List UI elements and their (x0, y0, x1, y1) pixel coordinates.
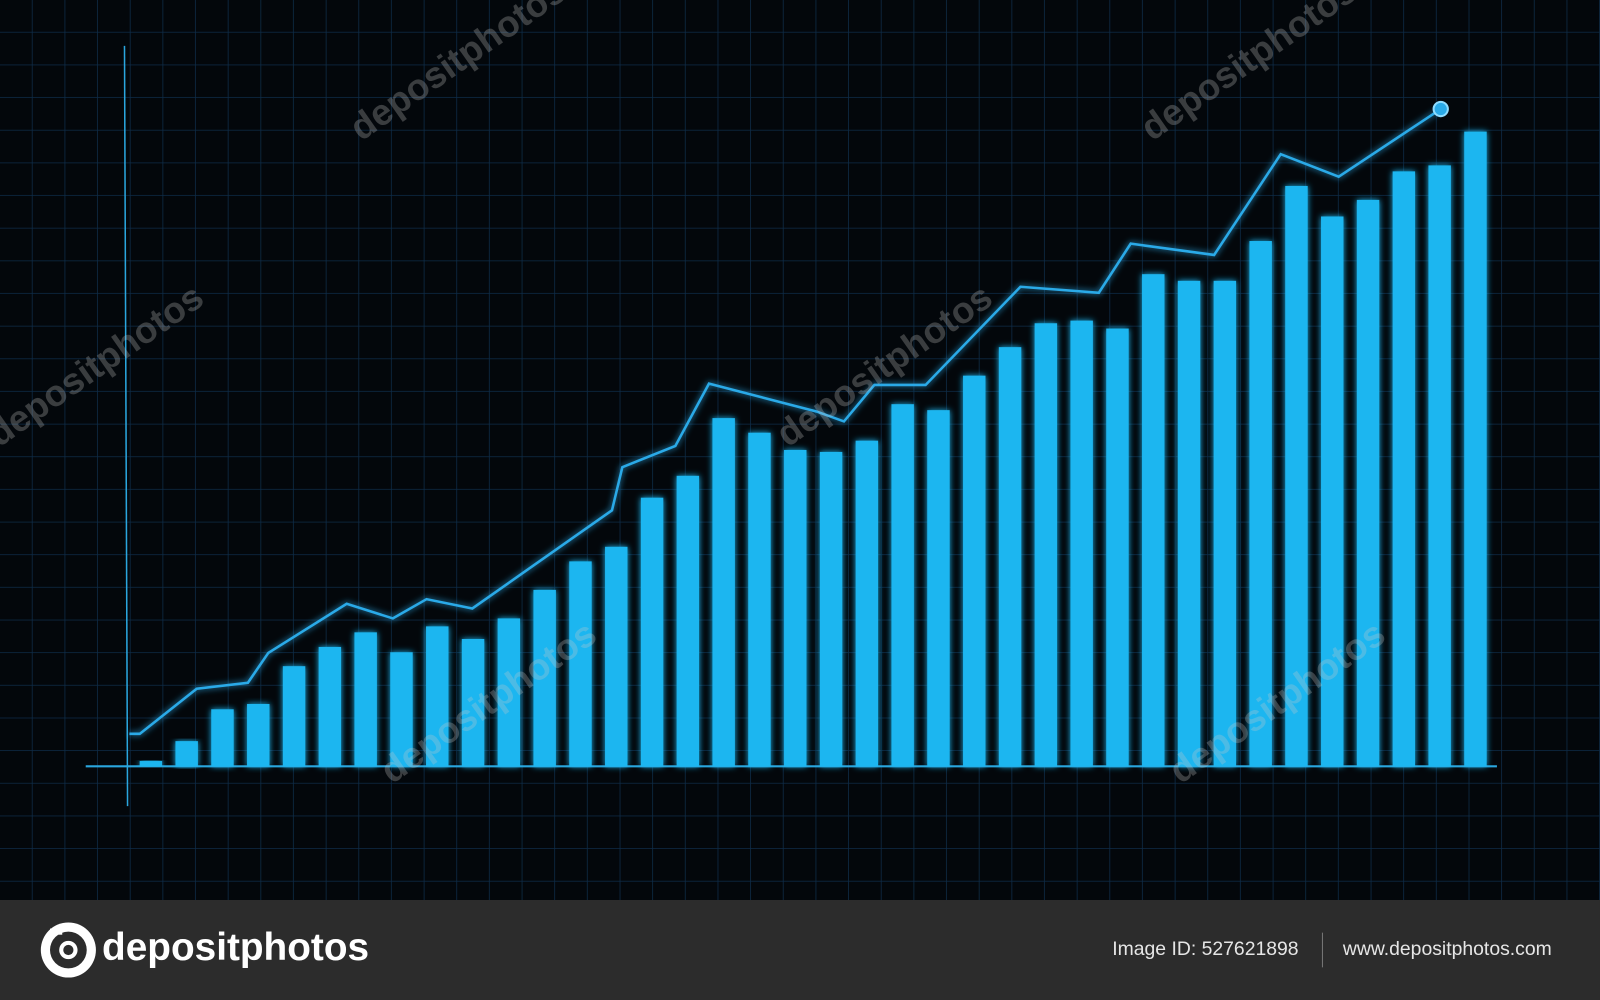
bar (1177, 280, 1201, 767)
y-axis-line (123, 45, 129, 807)
bar (318, 646, 342, 767)
bar (712, 418, 735, 767)
bar (175, 741, 198, 767)
bar (855, 440, 879, 767)
bar (998, 347, 1022, 767)
bar (139, 761, 163, 767)
image-id: Image ID: 527621898 (1112, 938, 1298, 960)
bar (354, 632, 377, 767)
line (129, 107, 1442, 736)
bar (1428, 165, 1451, 767)
bar (963, 375, 986, 767)
bar (1070, 320, 1093, 767)
bar (784, 449, 807, 767)
bar (1213, 280, 1237, 767)
bar (1249, 241, 1272, 767)
bar (1106, 328, 1129, 767)
site-url: www.depositphotos.com (1342, 938, 1552, 960)
bar (1356, 199, 1380, 767)
bar (1321, 216, 1344, 767)
bar (569, 561, 592, 767)
bar (748, 432, 771, 767)
line-end-marker (1432, 100, 1449, 118)
bar (426, 626, 449, 767)
bar (247, 703, 270, 767)
footer-logo: depositphotos (102, 926, 369, 969)
bar (1285, 185, 1308, 767)
bar (1464, 131, 1487, 767)
bar (1034, 323, 1058, 767)
bar (1392, 171, 1416, 767)
bar (927, 410, 950, 767)
bar (533, 589, 556, 767)
footer-bar (0, 900, 1600, 1000)
bar (676, 475, 700, 767)
bar (497, 618, 521, 767)
plot-area (129, 100, 1487, 767)
bar (211, 709, 234, 767)
footer-logo-icon (40, 922, 96, 978)
bar (1142, 274, 1165, 767)
bar (640, 497, 664, 767)
bar (390, 652, 413, 767)
bar (819, 451, 843, 767)
bar (605, 546, 628, 767)
bar (461, 638, 485, 767)
bar (891, 404, 914, 767)
bar (282, 666, 306, 767)
